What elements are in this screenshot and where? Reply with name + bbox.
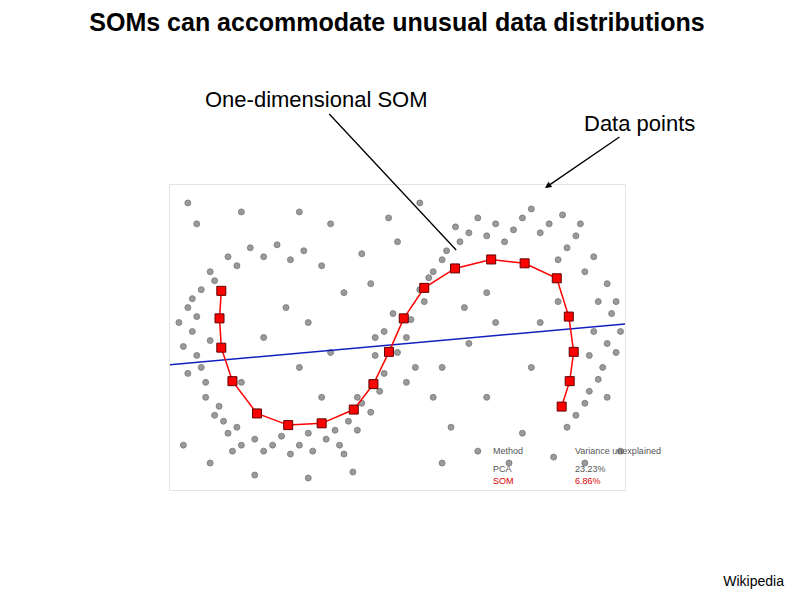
svg-text:6.86%: 6.86% [575,476,601,486]
svg-text:23.23%: 23.23% [575,464,606,474]
html-text:SOMs can accommodate unusual d: SOMs can accommodate unusual data distri… [89,8,705,36]
svg-text:PCA: PCA [493,464,512,474]
svg-text:Data points: Data points [584,111,695,136]
svg-text:Method: Method [493,446,523,456]
svg-text:Variance unexplained: Variance unexplained [575,446,661,456]
svg-text:One-dimensional SOM: One-dimensional SOM [205,87,428,112]
html-text:Wikipedia: Wikipedia [723,573,784,589]
svg-text:SOM: SOM [493,476,514,486]
